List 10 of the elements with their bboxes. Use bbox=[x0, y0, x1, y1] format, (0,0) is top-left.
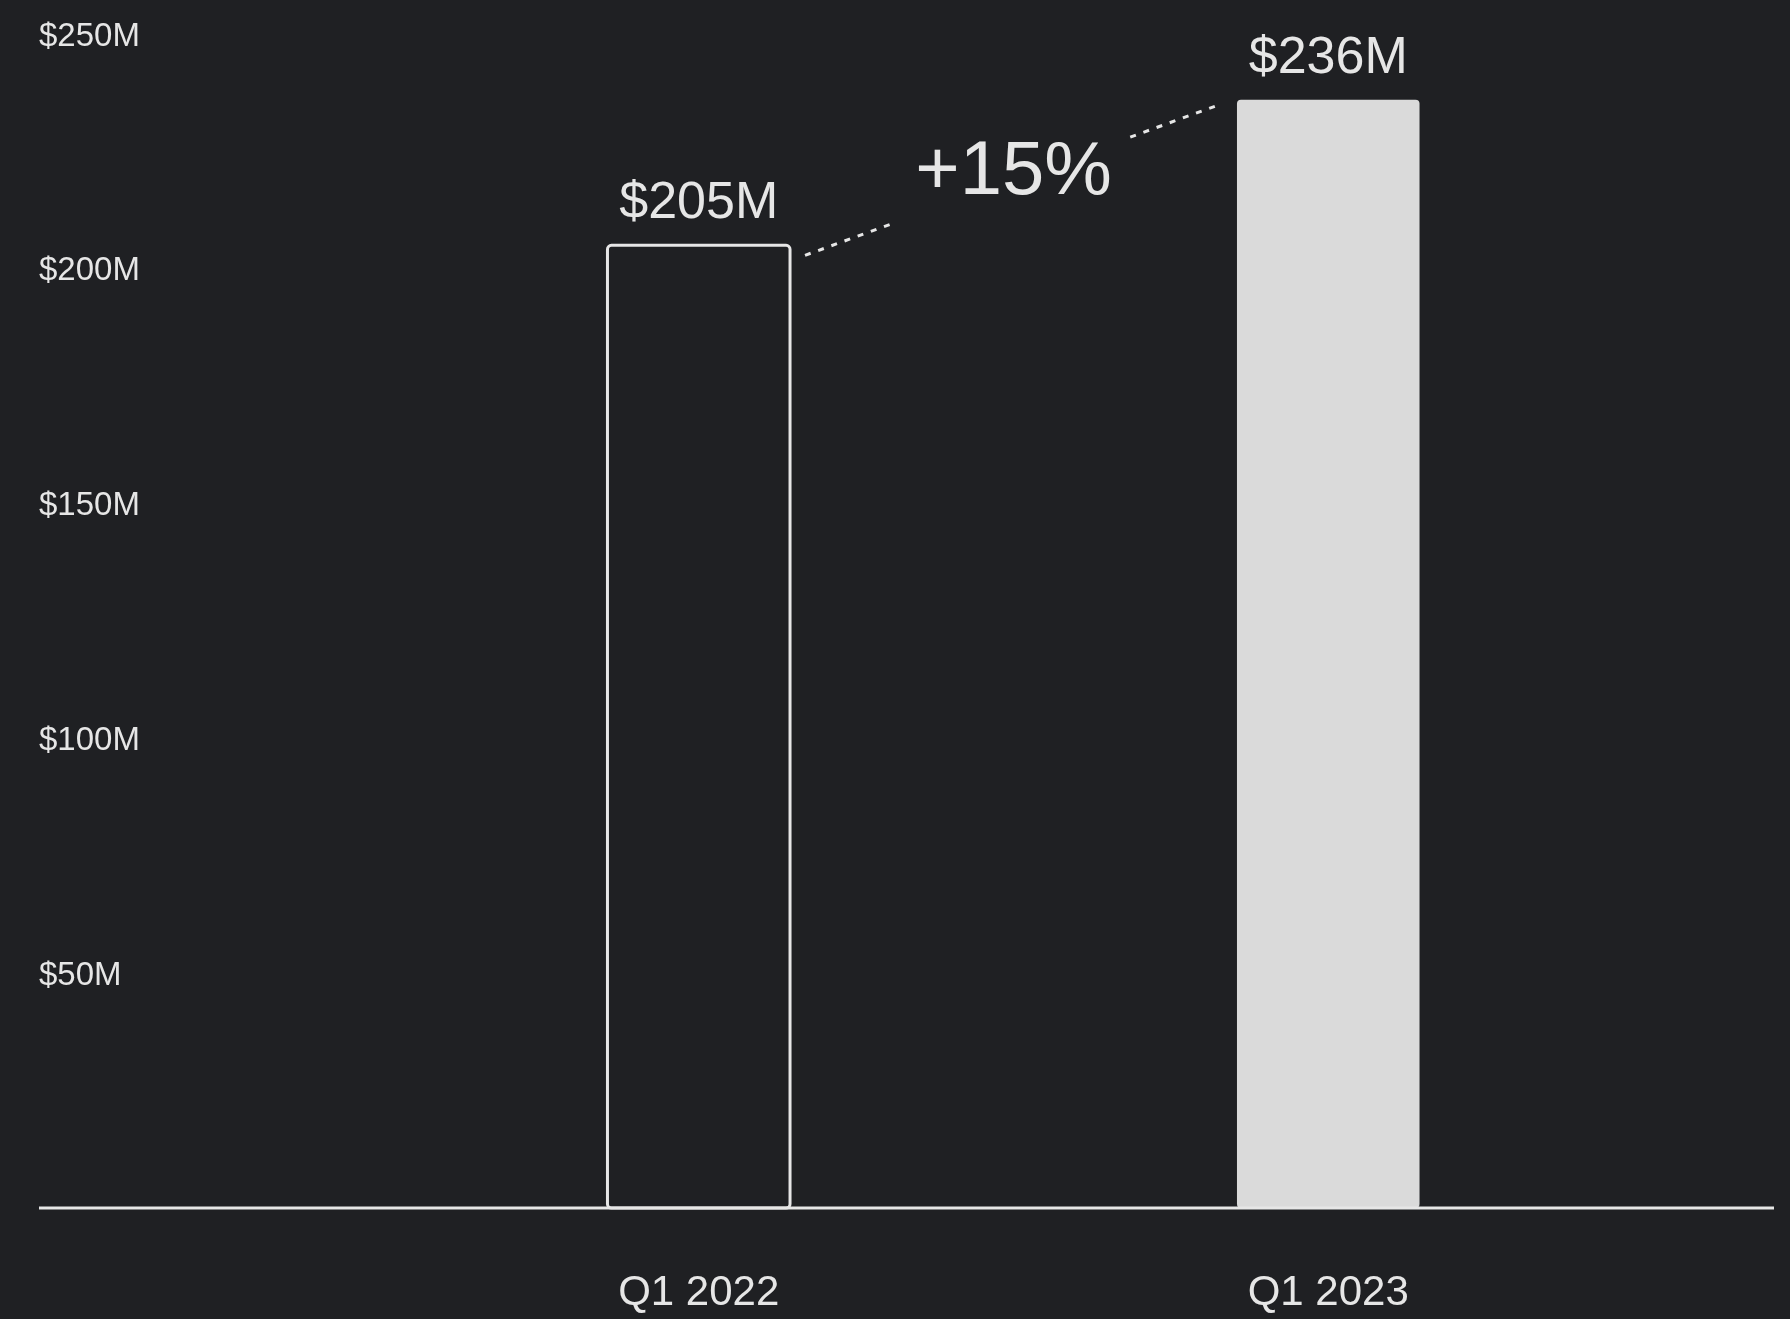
y-tick-label: $100M bbox=[39, 719, 140, 757]
data-label: $236M bbox=[1248, 25, 1408, 84]
y-tick-label: $50M bbox=[39, 954, 122, 992]
data-label: $205M bbox=[619, 171, 779, 230]
x-tick-label: Q1 2023 bbox=[1247, 1266, 1409, 1314]
y-tick-label: $150M bbox=[39, 485, 140, 523]
y-tick-label: $200M bbox=[39, 250, 140, 288]
y-tick-label: $250M bbox=[39, 15, 140, 53]
x-tick-label: Q1 2022 bbox=[618, 1266, 780, 1314]
annotation: +15% bbox=[915, 125, 1112, 211]
